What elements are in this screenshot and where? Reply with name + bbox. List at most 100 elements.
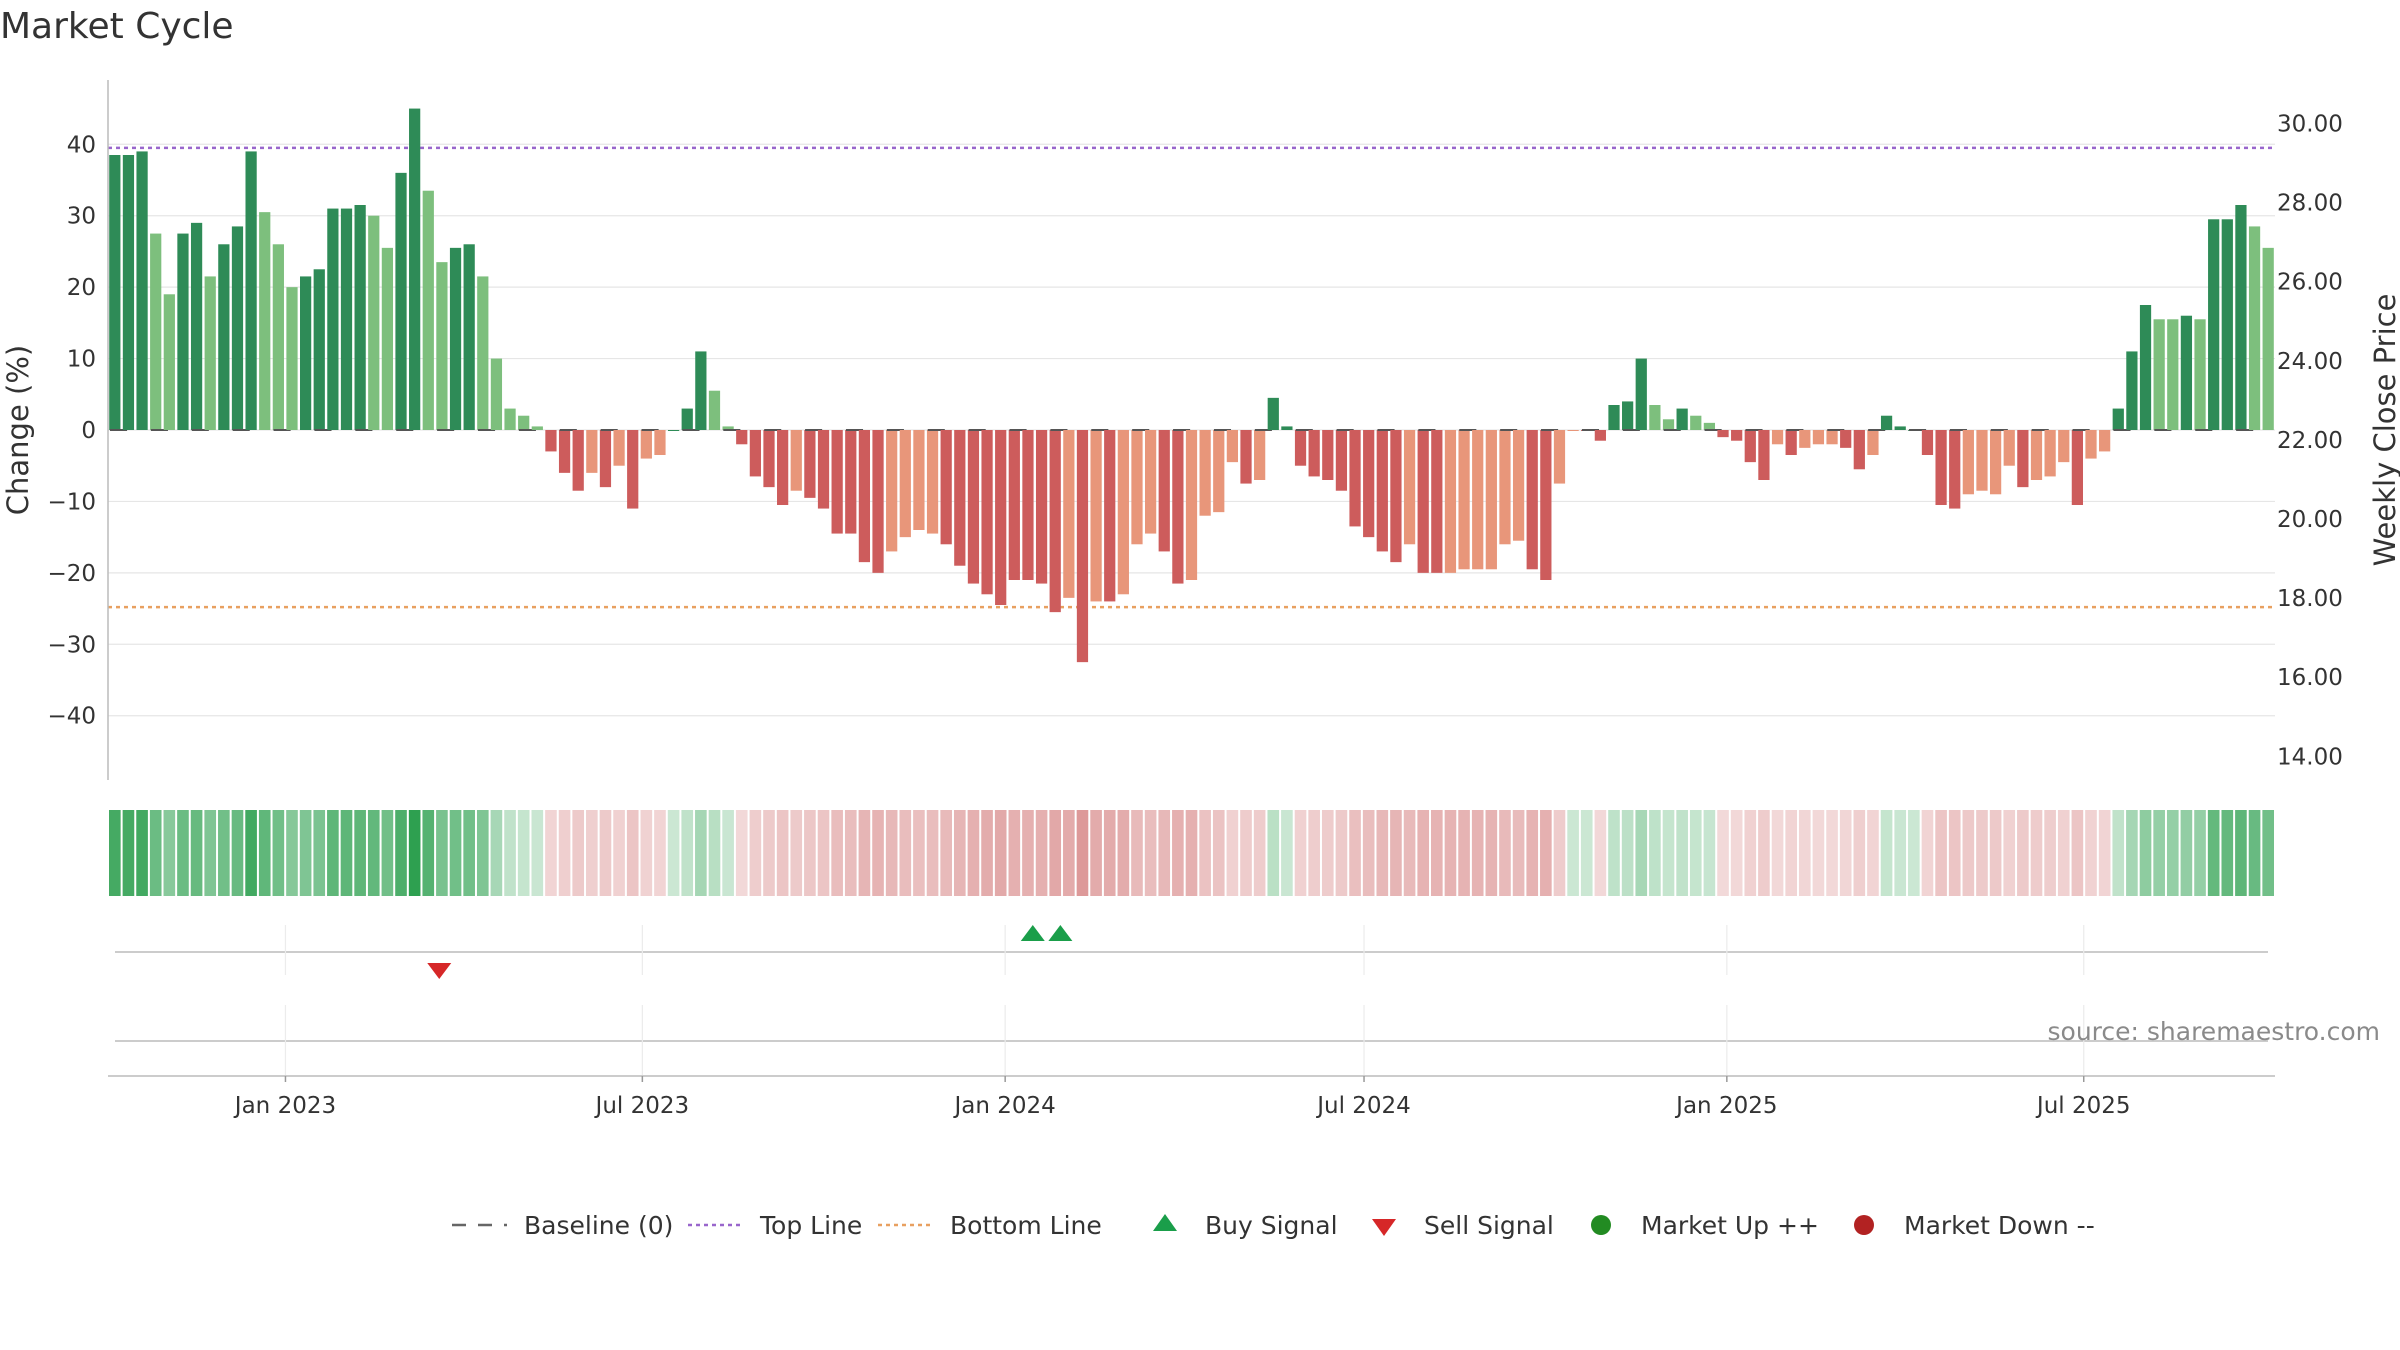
change-bar <box>2139 305 2152 430</box>
heat-cell <box>640 810 653 896</box>
heat-cell <box>1267 810 1280 896</box>
y2-axis-title: Weekly Close Price <box>2368 294 2400 567</box>
change-bar <box>858 430 871 563</box>
heat-cell <box>449 810 462 896</box>
heat-cell <box>2003 810 2016 896</box>
change-bar <box>967 430 980 584</box>
change-bar <box>1744 430 1756 463</box>
heat-cell <box>817 810 830 896</box>
change-bar <box>2112 408 2124 430</box>
heat-cell <box>1444 810 1457 896</box>
change-bar <box>1594 430 1606 441</box>
heat-cell <box>463 810 475 896</box>
change-bar <box>1676 408 1688 430</box>
buy-signal-marker <box>1020 925 1045 941</box>
heat-cell <box>1553 810 1566 896</box>
heat-cell <box>1281 810 1293 896</box>
heat-cell <box>735 810 748 896</box>
heat-cell <box>2126 810 2138 896</box>
heat-cell <box>1935 810 1947 896</box>
change-bar <box>995 430 1007 605</box>
y-tick-label: −10 <box>47 489 96 515</box>
heat-cell <box>2098 810 2111 896</box>
change-bar <box>395 172 407 430</box>
y-tick-label: −40 <box>47 704 96 730</box>
heat-cell <box>517 810 530 896</box>
heat-cell <box>163 810 176 896</box>
heat-cell <box>1621 810 1634 896</box>
change-bar <box>790 430 802 491</box>
change-bar <box>2071 430 2083 505</box>
change-bar <box>1512 430 1525 541</box>
change-bar <box>1390 430 1402 563</box>
heat-cell <box>531 810 544 896</box>
change-bar <box>1962 430 1974 495</box>
change-bar <box>177 233 189 430</box>
change-bar <box>627 430 639 509</box>
y-ticks: 40 30 20 10 0 −10 −20 −30 −40 <box>47 132 96 729</box>
change-bar <box>163 294 175 430</box>
change-bar <box>817 430 830 509</box>
change-bar <box>1635 358 1647 430</box>
heat-cell <box>1390 810 1402 896</box>
heat-cell <box>613 810 625 896</box>
y-tick-label: 40 <box>67 132 96 158</box>
y2-tick-label: 28.00 <box>2277 191 2343 217</box>
change-bar <box>954 430 966 566</box>
change-bar <box>1921 430 1934 455</box>
heat-cell <box>1567 810 1579 896</box>
change-bar <box>1853 430 1865 470</box>
x-tick-label: Jul 2023 <box>594 1093 690 1119</box>
change-bar <box>1349 430 1361 527</box>
change-bar <box>2180 315 2193 430</box>
heat-cell <box>899 810 912 896</box>
heat-cell <box>558 810 571 896</box>
change-bar <box>1608 405 1620 430</box>
heat-cell <box>490 810 503 896</box>
y-tick-label: 0 <box>81 418 96 444</box>
heat-cell <box>1826 810 1838 896</box>
heat-cell <box>2044 810 2056 896</box>
heat-cell <box>1117 810 1130 896</box>
change-bar <box>2221 219 2233 430</box>
heat-cell <box>1758 810 1770 896</box>
heat-cell <box>599 810 612 896</box>
heat-cell <box>763 810 775 896</box>
change-bar <box>1499 430 1511 545</box>
heat-cell <box>286 810 298 896</box>
heat-cell <box>436 810 448 896</box>
change-bar <box>1226 430 1239 463</box>
change-bar <box>722 426 734 430</box>
change-bar <box>926 430 939 534</box>
heat-cell <box>1771 810 1784 896</box>
legend-label: Baseline (0) <box>524 1211 673 1240</box>
change-bar <box>1949 430 1961 509</box>
change-bar <box>886 430 898 552</box>
change-bar <box>1403 430 1416 545</box>
change-bars <box>109 108 2274 663</box>
change-bar <box>1485 430 1497 570</box>
change-bar <box>409 108 421 431</box>
heat-cell <box>967 810 980 896</box>
change-bar <box>558 430 571 473</box>
change-bar <box>1076 430 1089 663</box>
change-bar <box>190 222 203 430</box>
heat-cell <box>2180 810 2193 896</box>
change-bar <box>2044 430 2056 477</box>
heat-cell <box>1158 810 1171 896</box>
signal-panel <box>115 925 2268 979</box>
change-bar <box>327 208 339 430</box>
change-bar <box>1363 430 1375 538</box>
change-bar <box>150 233 162 430</box>
change-bar <box>463 244 475 430</box>
change-bar <box>286 287 298 430</box>
change-bar <box>518 415 530 430</box>
heat-cell <box>1676 810 1688 896</box>
heat-cell <box>1212 810 1225 896</box>
heat-cell <box>1008 810 1021 896</box>
heat-cell <box>1321 810 1334 896</box>
heat-cell <box>2057 810 2070 896</box>
change-bar <box>545 430 557 452</box>
change-bar <box>300 276 312 430</box>
